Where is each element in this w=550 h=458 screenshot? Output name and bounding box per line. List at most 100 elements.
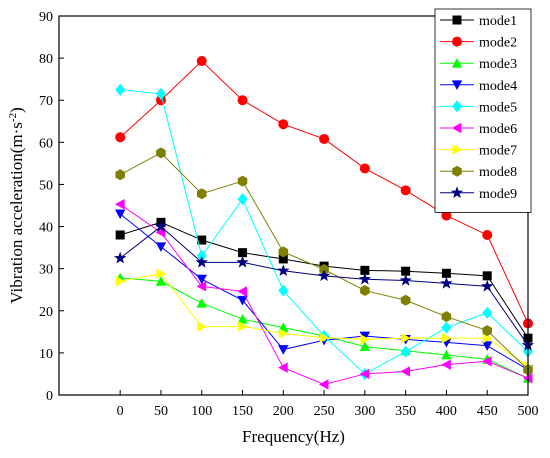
legend-label: mode6 <box>479 122 517 137</box>
data-point-mode1 <box>238 248 248 258</box>
data-point-mode5 <box>155 87 166 100</box>
legend-marker <box>451 58 463 68</box>
data-point-mode1 <box>115 230 125 240</box>
data-point-mode5 <box>115 83 126 96</box>
y-tick-label: 70 <box>39 94 53 109</box>
data-point-mode5 <box>237 193 248 206</box>
data-point-mode8 <box>441 311 452 323</box>
data-point-mode4 <box>482 341 493 351</box>
x-tick-label: 500 <box>518 404 539 419</box>
legend-marker <box>452 144 463 155</box>
data-point-mode9 <box>317 269 331 282</box>
x-tick-label: 150 <box>232 404 253 419</box>
y-tick-label: 60 <box>39 136 53 151</box>
legend-item-mode1: mode1 <box>440 14 517 29</box>
legend-marker <box>452 15 462 25</box>
data-point-mode7 <box>360 334 371 345</box>
data-point-mode9 <box>154 220 168 232</box>
data-point-mode5 <box>482 306 493 319</box>
x-tick-label: 400 <box>436 404 457 419</box>
data-point-mode9 <box>113 251 127 264</box>
legend-label: mode5 <box>479 100 517 115</box>
data-point-mode8 <box>196 188 207 200</box>
data-point-mode6 <box>114 199 125 210</box>
legend: mode1 mode2 mode3 mode4 mode5 mode6 mode7 mode8… <box>434 8 532 213</box>
y-axis-title-close: ) <box>7 107 26 113</box>
legend-item-mode6: mode6 <box>440 122 517 137</box>
data-point-mode3 <box>196 298 207 308</box>
data-point-mode2 <box>482 229 493 240</box>
data-point-mode8 <box>482 325 492 337</box>
data-point-mode8 <box>237 175 248 187</box>
data-point-mode3 <box>441 349 452 360</box>
y-tick-label: 80 <box>39 52 53 67</box>
x-tick-label: 450 <box>477 404 498 419</box>
legend-item-mode7: mode7 <box>440 144 517 159</box>
x-tick-label: 200 <box>273 404 294 419</box>
x-tick-label: 50 <box>154 404 168 419</box>
legend-label: mode8 <box>479 165 517 180</box>
x-tick-label: 0 <box>117 404 124 419</box>
data-point-mode2 <box>319 133 330 144</box>
legend-item-mode4: mode4 <box>440 79 517 94</box>
data-point-mode5 <box>441 321 452 334</box>
data-point-mode9 <box>277 264 290 277</box>
data-point-mode7 <box>482 332 493 344</box>
data-point-mode5 <box>278 284 289 297</box>
legend-item-mode8: mode8 <box>440 165 517 180</box>
data-point-mode8 <box>156 147 166 159</box>
legend-label: mode9 <box>479 187 517 202</box>
y-axis-title-main: Vibration acceleration(m·s <box>7 122 26 304</box>
data-point-mode7 <box>278 328 289 339</box>
y-tick-label: 50 <box>39 178 53 193</box>
data-point-mode6 <box>359 368 370 380</box>
data-point-mode2 <box>115 132 126 143</box>
data-point-mode1 <box>482 271 492 281</box>
legend-marker <box>450 186 464 199</box>
data-point-mode1 <box>441 268 451 278</box>
x-tick-label: 350 <box>395 404 416 419</box>
data-point-mode6 <box>196 281 207 292</box>
data-point-mode7 <box>442 332 452 344</box>
data-point-mode8 <box>400 294 411 306</box>
data-point-mode2 <box>237 95 248 106</box>
data-point-mode4 <box>278 345 289 355</box>
data-point-mode6 <box>278 362 288 373</box>
series-layer <box>113 56 535 390</box>
data-point-mode5 <box>400 345 411 358</box>
data-point-mode1 <box>197 235 207 245</box>
legend-item-mode9: mode9 <box>440 186 517 202</box>
data-point-mode6 <box>482 356 492 367</box>
y-axis-title-superscript: -2 <box>7 113 19 122</box>
data-point-mode9 <box>481 279 494 292</box>
x-tick-label: 100 <box>191 404 212 419</box>
data-point-mode7 <box>401 332 411 344</box>
legend-item-mode2: mode2 <box>440 36 517 51</box>
y-tick-label: 10 <box>39 347 53 362</box>
legend-label: mode3 <box>479 57 517 72</box>
data-point-mode6 <box>441 359 451 370</box>
data-point-mode7 <box>238 321 248 332</box>
data-point-mode3 <box>155 276 167 286</box>
data-point-mode2 <box>441 210 452 221</box>
legend-marker <box>452 165 462 177</box>
legend-marker <box>451 122 462 134</box>
legend-marker <box>452 100 462 113</box>
data-point-mode8 <box>278 246 289 258</box>
y-tick-label: 0 <box>46 389 53 404</box>
data-point-mode4 <box>196 274 207 285</box>
data-point-mode8 <box>115 169 125 181</box>
legend-label: mode7 <box>479 144 517 159</box>
y-axis-title: Vibration acceleration(m·s-2) <box>7 107 26 304</box>
y-tick-label: 20 <box>39 305 53 320</box>
data-point-mode9 <box>440 276 453 289</box>
data-point-mode3 <box>359 341 371 351</box>
data-point-mode9 <box>358 272 372 285</box>
y-tick-label: 30 <box>39 263 53 278</box>
data-point-mode7 <box>115 276 126 287</box>
data-point-mode4 <box>359 331 371 342</box>
data-point-mode2 <box>278 119 289 130</box>
data-point-mode1 <box>360 265 370 275</box>
data-point-mode7 <box>156 268 167 279</box>
